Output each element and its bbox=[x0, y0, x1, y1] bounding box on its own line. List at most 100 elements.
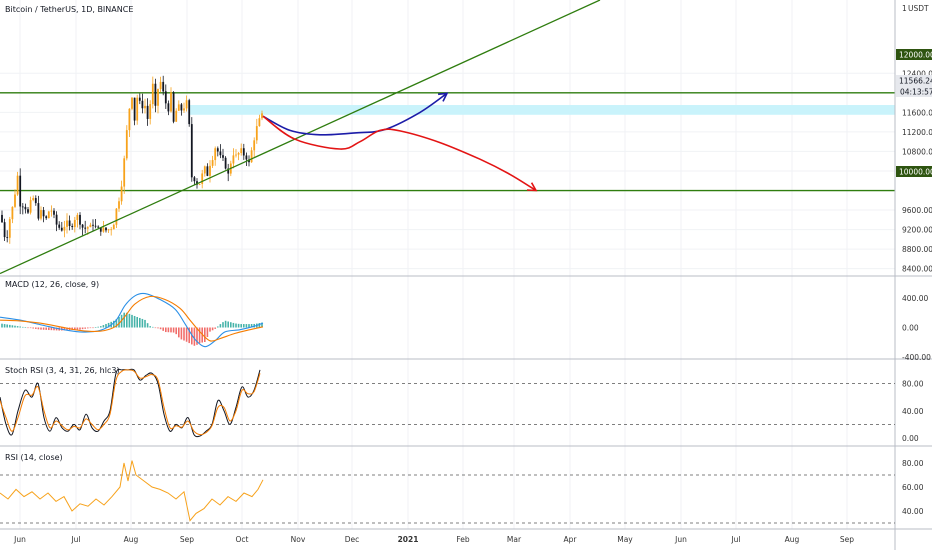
badge-last-bg bbox=[896, 75, 932, 86]
candle-body bbox=[131, 97, 133, 109]
candle-body bbox=[214, 148, 217, 161]
macd-hist-bar bbox=[149, 326, 151, 328]
macd-hist-bar bbox=[102, 325, 105, 328]
macd-hist-bar bbox=[92, 327, 94, 329]
candle-body bbox=[185, 100, 188, 109]
candle-body bbox=[209, 165, 211, 176]
candle-body bbox=[224, 157, 227, 169]
candle-body bbox=[211, 160, 214, 166]
macd-hist-bar bbox=[66, 327, 68, 331]
macd-hist-bar bbox=[139, 317, 141, 328]
candle-body bbox=[175, 110, 178, 122]
candle-body bbox=[216, 148, 219, 152]
rsi-axis[interactable]: 80.00 60.00 40.00 bbox=[902, 459, 924, 516]
time-label-8: Feb bbox=[456, 535, 470, 544]
ascending-trendline[interactable] bbox=[0, 0, 601, 275]
price-tick-10: 12400.00 bbox=[902, 69, 932, 78]
candle-body bbox=[86, 227, 89, 229]
time-label-6: Dec bbox=[345, 535, 360, 544]
badge-countdown-bg bbox=[896, 86, 932, 97]
macd-hist-bar bbox=[100, 326, 102, 328]
stoch-axis[interactable]: 80.00 40.00 0.00 bbox=[902, 380, 924, 444]
candle-body bbox=[84, 227, 87, 229]
candle-body bbox=[193, 177, 196, 182]
macd-hist-bar bbox=[188, 327, 190, 344]
candle-body bbox=[164, 91, 167, 104]
macd-hist-bar bbox=[196, 327, 198, 345]
macd-hist-bar bbox=[123, 312, 125, 328]
stoch-tick-0: 80.00 bbox=[902, 380, 924, 389]
price-tick-6: 10800.00 bbox=[902, 147, 932, 156]
rsi-tick-2: 40.00 bbox=[902, 507, 924, 516]
candle-body bbox=[92, 224, 94, 226]
macd-hist-bar bbox=[183, 327, 185, 341]
candles-group bbox=[1, 75, 263, 244]
badge-last-price: 11566.24 bbox=[899, 77, 932, 86]
macd-axis[interactable]: 400.00 0.00 -400.00 bbox=[902, 294, 931, 362]
macd-line bbox=[0, 292, 264, 348]
candle-body bbox=[66, 220, 68, 227]
candle-body bbox=[1, 214, 3, 223]
macd-label[interactable]: MACD (12, 26, close, 9) bbox=[5, 280, 99, 289]
macd-hist-bar bbox=[133, 315, 136, 328]
candle-body bbox=[19, 175, 22, 207]
blue-projection-curve[interactable] bbox=[262, 92, 448, 136]
candle-body bbox=[16, 175, 19, 195]
macd-hist-bar bbox=[180, 327, 183, 340]
macd-hist-bar bbox=[146, 323, 149, 328]
price-tick-8: 11600.00 bbox=[902, 108, 932, 117]
resistance-zone bbox=[190, 105, 895, 115]
macd-hist-bar bbox=[237, 323, 240, 328]
time-label-13: Jul bbox=[730, 535, 740, 544]
macd-hist-bar bbox=[206, 327, 209, 337]
rsi-label[interactable]: RSI (14, close) bbox=[5, 453, 63, 462]
macd-hist-bar bbox=[27, 327, 29, 329]
macd-hist-bar bbox=[152, 326, 154, 328]
candle-body bbox=[40, 210, 42, 219]
price-tick-1: 8800.00 bbox=[902, 245, 932, 254]
macd-hist-bar bbox=[76, 327, 79, 330]
time-axis[interactable]: Jun Jul Aug Sep Oct Nov Dec 2021 Feb Mar Apr May Jun… bbox=[13, 535, 854, 544]
macd-hist-bar bbox=[209, 327, 211, 332]
macd-hist-bar bbox=[235, 323, 237, 328]
candle-body bbox=[162, 81, 165, 92]
stoch-label[interactable]: Stoch RSI (3, 4, 31, 26, hlc3) bbox=[5, 366, 120, 375]
candle-body bbox=[172, 92, 175, 122]
candle-body bbox=[42, 210, 45, 217]
candle-body bbox=[81, 224, 84, 228]
macd-hist-bar bbox=[84, 327, 86, 329]
candle-body bbox=[128, 108, 131, 131]
macd-hist-bar bbox=[63, 327, 66, 331]
macd-hist-bar bbox=[178, 327, 180, 338]
time-label-1: Jul bbox=[70, 535, 80, 544]
candle-body bbox=[112, 224, 115, 230]
macd-hist-bar bbox=[16, 326, 19, 328]
macd-hist-bar bbox=[261, 322, 263, 328]
candle-body bbox=[250, 150, 253, 163]
macd-hist-bar bbox=[118, 316, 120, 328]
candle-body bbox=[149, 104, 152, 119]
macd-hist-bar bbox=[22, 326, 24, 328]
macd-hist-bar bbox=[55, 327, 58, 331]
macd-hist-bar bbox=[131, 314, 133, 328]
candle-body bbox=[32, 198, 35, 201]
candle-body bbox=[261, 113, 263, 119]
currency-label[interactable]: USDT bbox=[908, 4, 929, 13]
macd-hist-bar bbox=[81, 327, 84, 330]
macd-signal-line bbox=[0, 295, 264, 342]
macd-hist-bar bbox=[89, 327, 92, 329]
macd-hist-bar bbox=[258, 323, 261, 328]
symbol-title[interactable]: Bitcoin / TetherUS, 1D, BINANCE bbox=[5, 5, 133, 14]
macd-hist-bar bbox=[14, 325, 16, 328]
candle-body bbox=[151, 83, 154, 105]
macd-hist-bar bbox=[175, 327, 177, 335]
red-projection-curve[interactable] bbox=[262, 115, 537, 192]
price-tick-7: 11200.00 bbox=[902, 128, 932, 137]
macd-tick-0: 400.00 bbox=[902, 294, 928, 303]
candle-body bbox=[53, 210, 55, 215]
candle-body bbox=[203, 166, 206, 174]
candle-body bbox=[3, 222, 6, 238]
candle-body bbox=[11, 206, 14, 220]
candle-body bbox=[118, 201, 120, 209]
